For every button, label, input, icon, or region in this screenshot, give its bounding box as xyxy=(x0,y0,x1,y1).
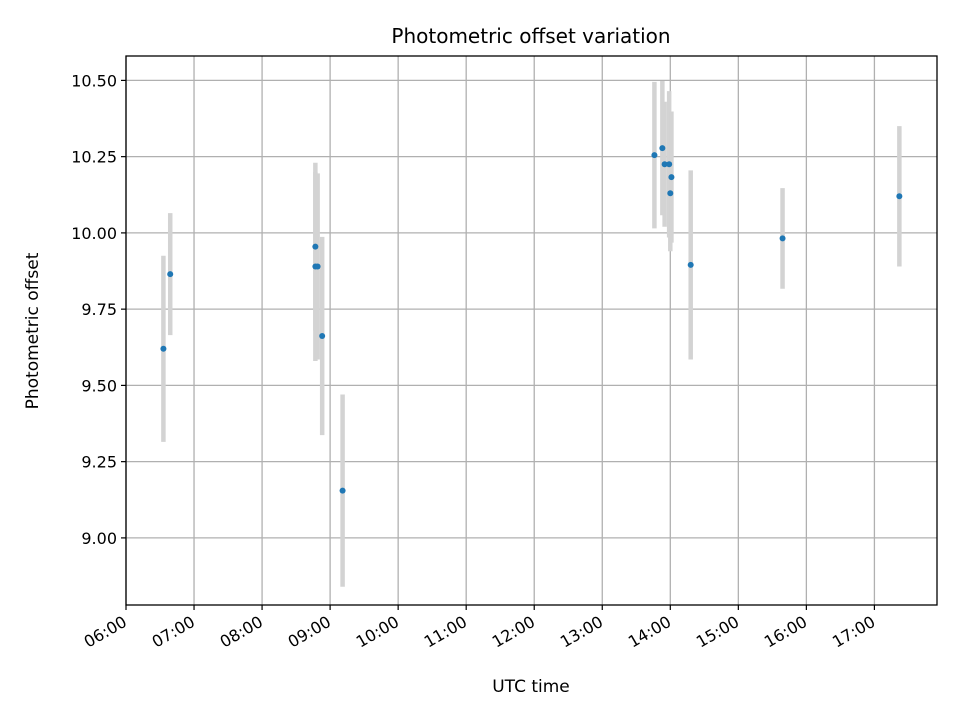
x-tick-label: 11:00 xyxy=(421,612,470,652)
x-tick-label: 17:00 xyxy=(829,612,878,652)
chart-title: Photometric offset variation xyxy=(391,24,670,48)
y-tick-label: 10.00 xyxy=(71,224,117,243)
data-point xyxy=(896,193,903,200)
y-tick-label: 9.50 xyxy=(81,376,117,395)
plot-frame xyxy=(125,55,938,606)
data-point xyxy=(661,161,668,168)
x-tick-label: 06:00 xyxy=(81,612,130,652)
data-point xyxy=(651,152,658,159)
x-tick-label: 14:00 xyxy=(625,612,674,652)
x-axis-label: UTC time xyxy=(492,677,570,697)
y-axis-ticks: 9.00 9.25 9.50 9.75 10.00 10.25 10.50 xyxy=(71,71,126,548)
data-point xyxy=(160,345,167,352)
x-tick-label: 15:00 xyxy=(693,612,742,652)
y-tick-label: 9.00 xyxy=(81,529,117,548)
data-point xyxy=(666,161,673,168)
y-tick-label: 10.50 xyxy=(71,71,117,90)
data-point xyxy=(314,263,321,270)
x-tick-label: 10:00 xyxy=(353,612,402,652)
grid-lines xyxy=(125,56,937,605)
y-tick-label: 10.25 xyxy=(71,148,117,167)
x-tick-label: 07:00 xyxy=(149,612,198,652)
x-tick-label: 12:00 xyxy=(489,612,538,652)
data-point xyxy=(687,261,694,268)
data-point xyxy=(667,190,674,197)
data-point xyxy=(668,174,675,181)
data-point xyxy=(167,271,174,278)
data-point xyxy=(312,243,319,250)
data-point xyxy=(779,235,786,242)
data-point xyxy=(659,145,666,152)
x-tick-label: 08:00 xyxy=(217,612,266,652)
y-axis-label: Photometric offset xyxy=(23,252,43,409)
x-tick-label: 13:00 xyxy=(557,612,606,652)
y-tick-label: 9.25 xyxy=(81,453,117,472)
x-axis-ticks: 06:00 07:00 08:00 09:00 10:00 11:00 12:00 13:00… xyxy=(81,605,878,652)
data-point xyxy=(319,332,326,339)
y-tick-label: 9.75 xyxy=(81,300,117,319)
x-tick-label: 09:00 xyxy=(285,612,334,652)
data-points xyxy=(160,145,903,494)
x-tick-label: 16:00 xyxy=(761,612,810,652)
data-point xyxy=(339,487,346,494)
